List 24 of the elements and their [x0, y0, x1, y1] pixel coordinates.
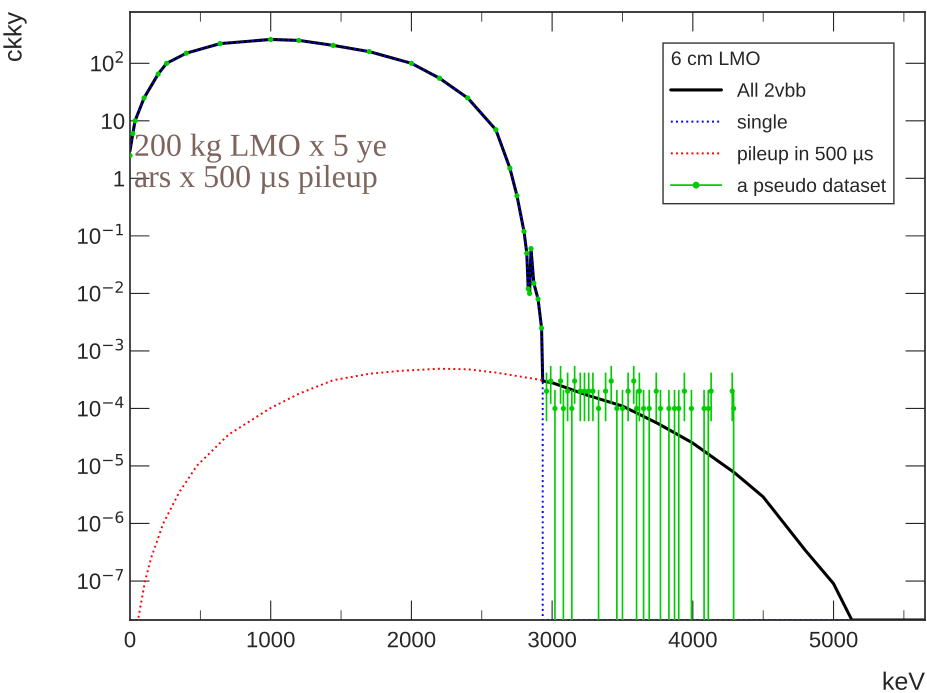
y-axis-title: ckky — [3, 12, 27, 61]
x-tick-label: 0 — [124, 632, 136, 648]
x-axis-title: keV — [884, 672, 925, 690]
legend-label: pileup in 500 µs — [738, 146, 873, 164]
y-tick-label: 10$^{−3}$ — [78, 338, 124, 360]
x-tick-label: 5000 — [810, 632, 858, 648]
x-tick-label: 2000 — [388, 632, 436, 648]
legend-label: single — [737, 114, 787, 132]
y-tick-label: 10$^{−6}$ — [78, 511, 124, 532]
legend-title: 6 cm LMO — [672, 51, 760, 66]
legend-label: All 2vbb — [736, 82, 806, 97]
x-tick-label: 1000 — [248, 632, 295, 648]
legend-label: a pseudo dataset — [738, 178, 886, 196]
annotation: 200 kg LMO x 5 ye ars x 500 µs pileup — [135, 134, 386, 194]
x-tick-label: 3000 — [528, 632, 576, 648]
x-tick-label: 4000 — [668, 632, 717, 648]
y-tick-label: 10$^{−1}$ — [78, 224, 123, 244]
y-tick-label: 10$^{2}$ — [91, 51, 123, 72]
y-tick-label: 10 — [102, 113, 124, 130]
y-tick-label: 10$^{−7}$ — [78, 569, 124, 590]
y-tick-label: 10$^{−5}$ — [78, 454, 123, 474]
y-tick-label: 10$^{−4}$ — [78, 396, 124, 417]
y-tick-label: 1 — [114, 171, 124, 186]
y-tick-label: 10$^{−2}$ — [78, 281, 123, 302]
